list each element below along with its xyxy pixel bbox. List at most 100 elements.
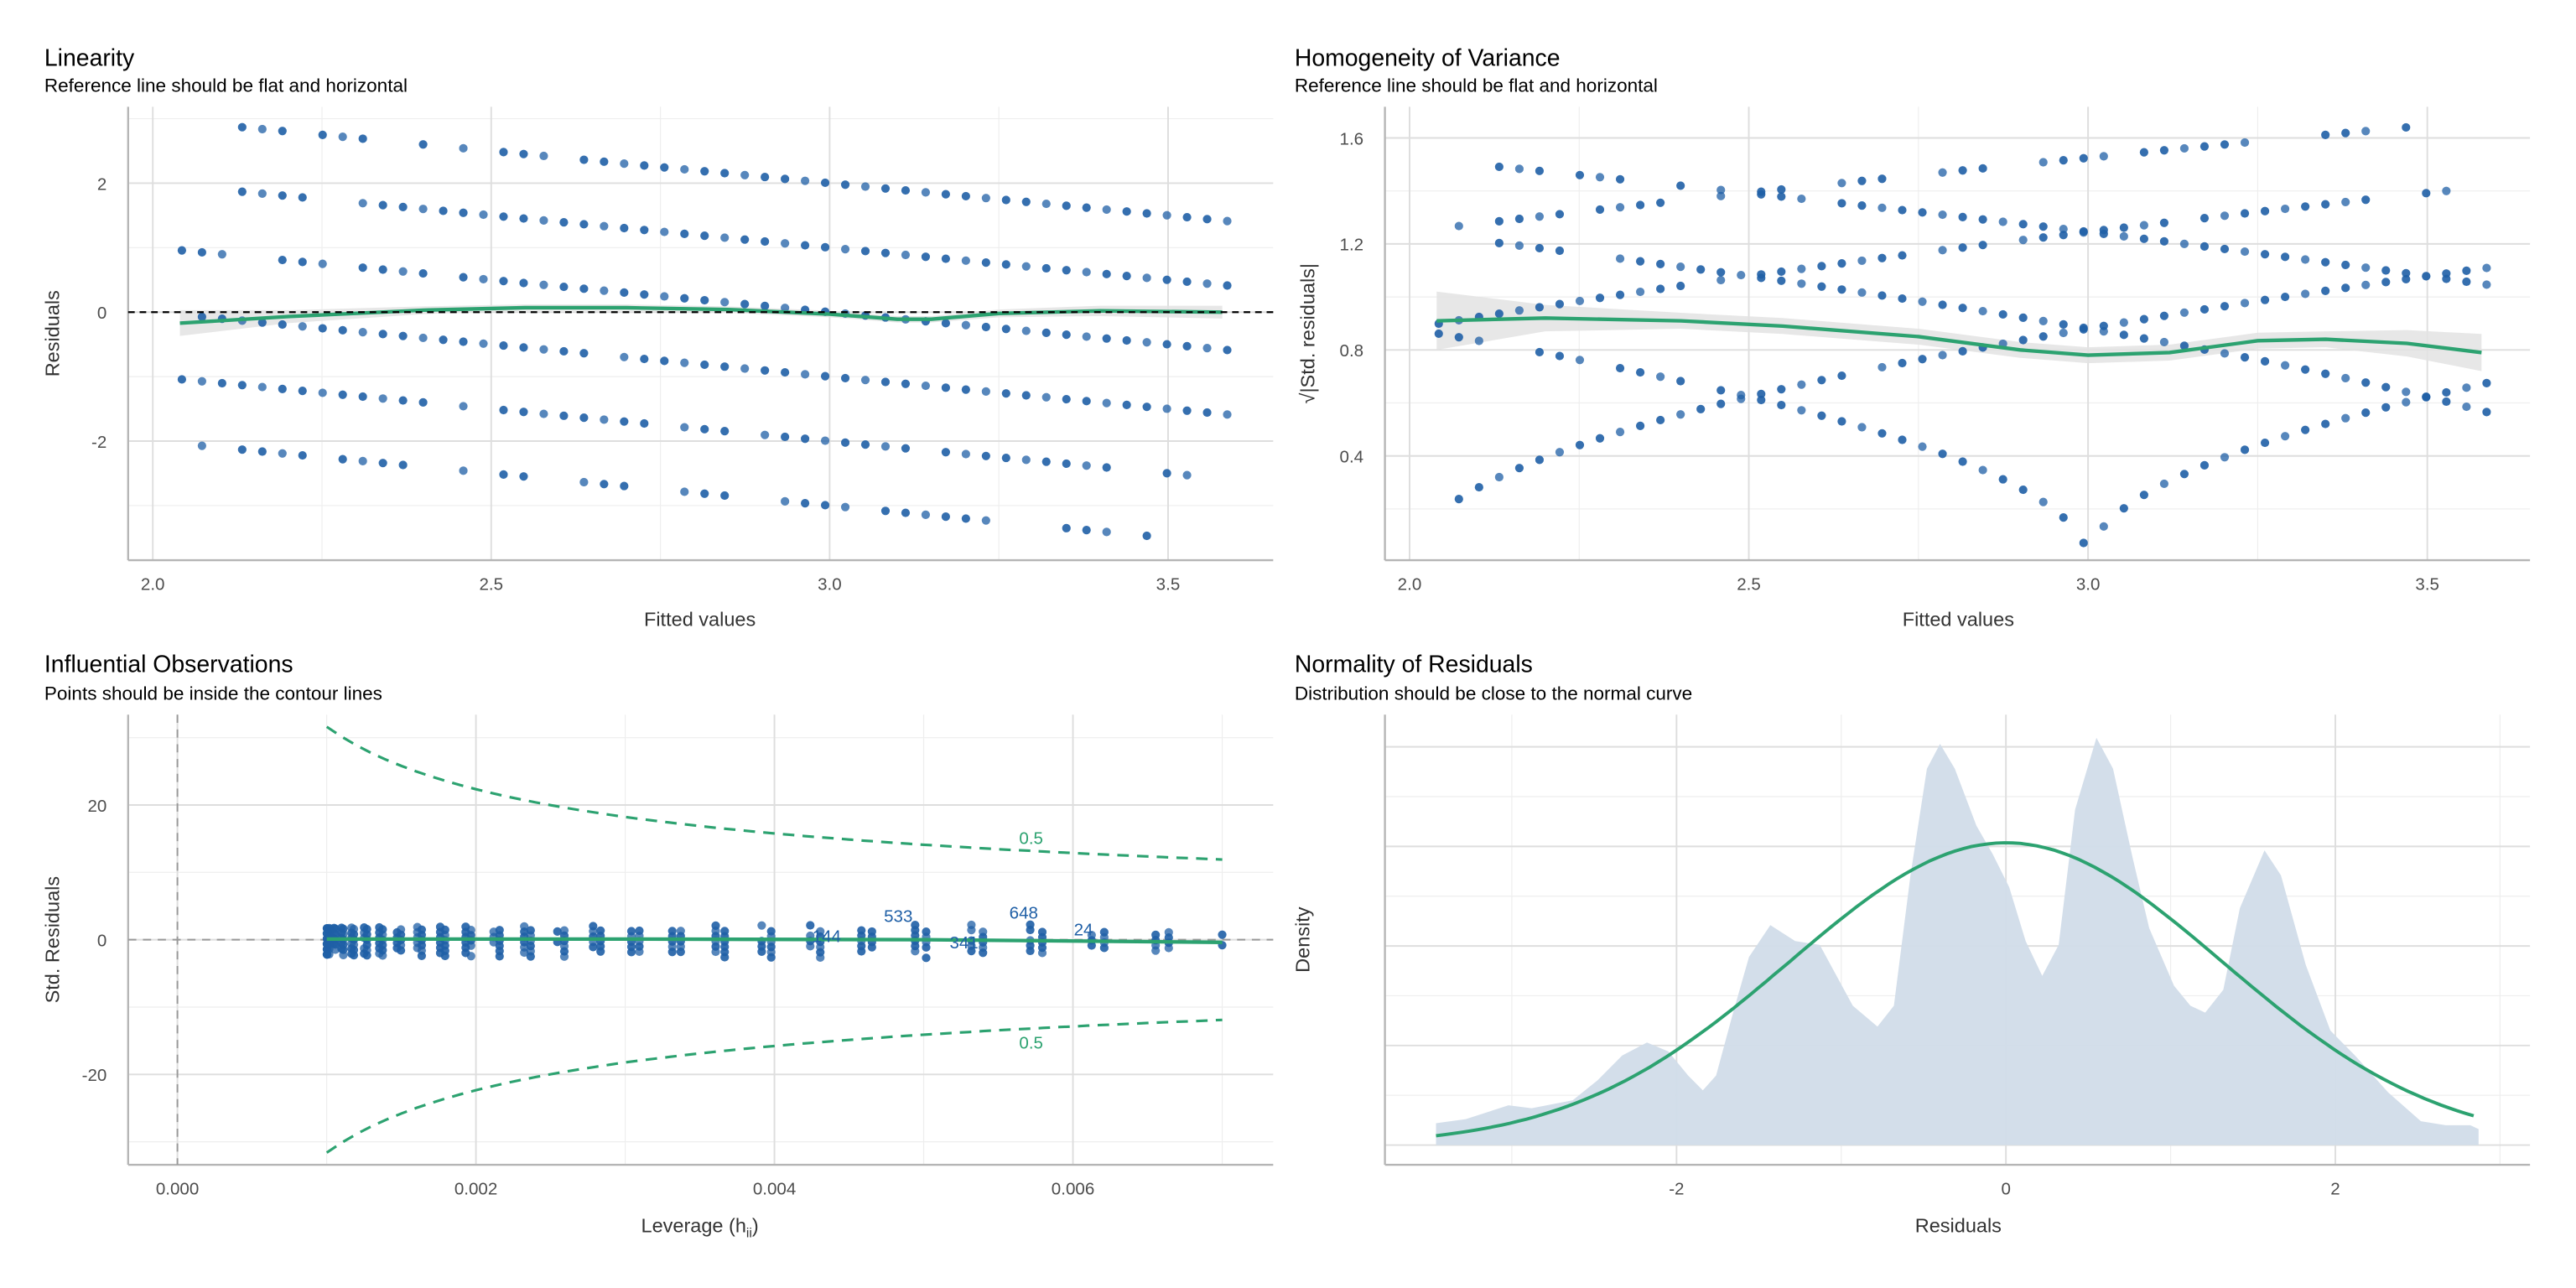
- y-tick-label: 0: [97, 931, 106, 950]
- point-label: 533: [884, 907, 912, 927]
- data-point: [1494, 472, 1504, 482]
- data-point: [1615, 174, 1625, 184]
- data-point: [418, 397, 428, 407]
- data-point: [1958, 243, 1967, 252]
- data-point: [1041, 263, 1051, 273]
- x-tick-label: 0: [2001, 1179, 2010, 1198]
- data-point: [1037, 927, 1047, 937]
- data-point: [1656, 198, 1665, 207]
- data-point: [1696, 265, 1706, 274]
- data-point: [2341, 283, 2350, 293]
- data-point: [358, 263, 367, 273]
- data-point: [579, 155, 589, 164]
- panel-subtitle: Reference line should be flat and horizo…: [1295, 75, 1658, 96]
- data-point: [1837, 417, 1846, 426]
- data-point: [781, 239, 790, 248]
- data-point: [278, 127, 287, 136]
- data-point: [1777, 184, 1786, 195]
- data-point: [2240, 353, 2250, 362]
- data-point: [2361, 280, 2371, 289]
- data-point: [720, 233, 730, 242]
- data-point: [1082, 526, 1091, 535]
- data-point: [800, 241, 810, 250]
- data-point: [740, 235, 750, 244]
- x-axis-title: Leverage (hii): [641, 1214, 759, 1240]
- data-point: [1514, 241, 1524, 250]
- normal-curve: [1436, 841, 2475, 1138]
- data-point: [2462, 402, 2471, 412]
- data-point: [2462, 383, 2471, 392]
- data-point: [660, 292, 669, 301]
- data-point: [579, 477, 589, 487]
- data-point: [1122, 335, 1131, 345]
- data-point: [1938, 300, 1947, 309]
- data-point: [1223, 216, 1232, 226]
- smooth-line: [1436, 316, 2482, 357]
- data-point: [520, 922, 529, 931]
- data-point: [781, 496, 790, 506]
- data-point: [2038, 158, 2048, 167]
- data-point: [2038, 316, 2048, 325]
- data-point: [1898, 205, 1907, 215]
- data-point: [2381, 402, 2391, 412]
- panel-title: Normality of Residuals: [1295, 651, 1533, 678]
- data-point: [1777, 276, 1786, 285]
- data-point: [2361, 408, 2371, 418]
- data-point: [2442, 387, 2451, 397]
- data-point: [1817, 262, 1826, 271]
- data-point: [1535, 347, 1545, 357]
- data-point: [2361, 378, 2371, 387]
- data-point: [901, 508, 911, 517]
- y-tick-label: -20: [82, 1066, 107, 1085]
- data-point: [417, 925, 427, 934]
- data-point: [1676, 281, 1685, 291]
- data-point: [880, 442, 891, 451]
- data-point: [257, 189, 267, 198]
- data-point: [2422, 189, 2431, 198]
- data-point: [860, 247, 870, 256]
- data-point: [1555, 210, 1565, 219]
- data-point: [2361, 127, 2371, 136]
- data-point: [1777, 400, 1786, 410]
- data-point: [761, 430, 770, 439]
- data-point: [1716, 275, 1726, 285]
- data-point: [901, 250, 911, 260]
- data-point: [1978, 465, 1987, 475]
- data-point: [2179, 470, 2189, 479]
- data-point: [1142, 338, 1151, 347]
- y-tick-label: 2: [97, 174, 106, 194]
- data-point: [459, 273, 468, 282]
- data-point: [961, 514, 970, 523]
- data-point: [600, 480, 609, 489]
- data-point: [1656, 284, 1665, 293]
- data-point: [700, 424, 709, 434]
- data-point: [237, 122, 247, 132]
- data-point: [820, 178, 830, 188]
- data-point: [459, 143, 468, 153]
- data-point: [1817, 282, 1826, 291]
- plot-area: 2.0 2.5 3.0 3.5 -2 0 2: [91, 106, 1274, 594]
- data-point: [2038, 222, 2048, 231]
- panel-subtitle: Points should be inside the contour line…: [44, 683, 382, 704]
- data-point: [2199, 242, 2210, 251]
- data-point: [495, 926, 504, 935]
- data-point: [1202, 215, 1212, 224]
- data-point: [2119, 504, 2128, 513]
- data-point: [1696, 404, 1706, 413]
- data-point: [981, 322, 990, 332]
- x-tick-label: 2.5: [1737, 574, 1761, 594]
- data-point: [2381, 278, 2391, 287]
- data-point: [479, 339, 488, 348]
- data-point: [2159, 218, 2169, 227]
- data-point: [439, 206, 448, 216]
- data-point: [2321, 200, 2330, 209]
- data-point: [800, 499, 810, 508]
- data-point: [660, 227, 669, 236]
- data-point: [1978, 241, 1987, 250]
- data-point: [358, 328, 367, 337]
- data-point: [1837, 179, 1846, 188]
- data-point: [860, 182, 870, 191]
- panel-normality: Normality of Residuals Distribution shou…: [1291, 651, 2531, 1236]
- data-point: [2240, 299, 2250, 308]
- data-point: [358, 456, 367, 465]
